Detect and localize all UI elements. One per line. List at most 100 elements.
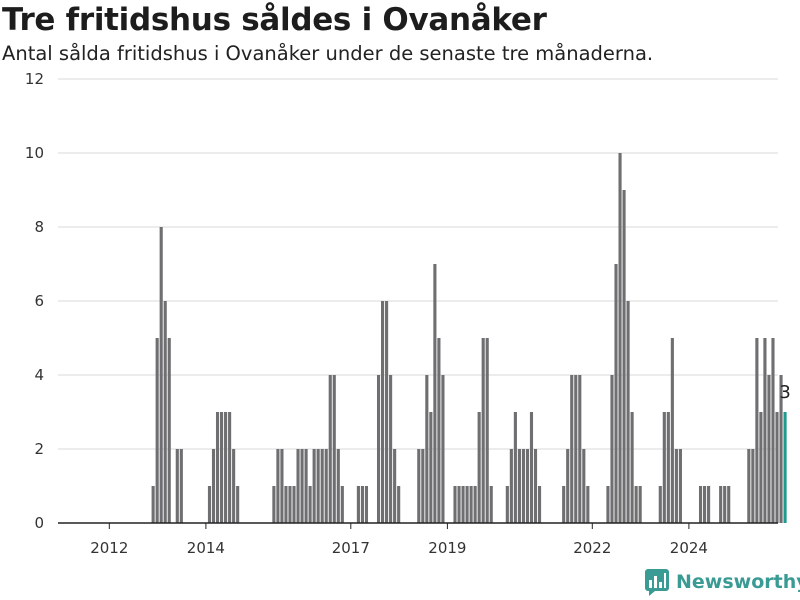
newsworthy-logo-icon: [645, 569, 669, 596]
bar: [159, 227, 163, 523]
bar: [360, 486, 364, 523]
bar: [719, 486, 723, 523]
bar: [296, 449, 300, 523]
bar: [723, 486, 727, 523]
bar: [485, 338, 489, 523]
bar: [304, 449, 308, 523]
bar: [606, 486, 610, 523]
bar: [433, 264, 437, 523]
bar: [429, 412, 433, 523]
bar: [272, 486, 276, 523]
bar: [634, 486, 638, 523]
bar: [521, 449, 525, 523]
bar: [207, 486, 212, 523]
x-tick-label: 2019: [428, 539, 466, 557]
bar: [747, 449, 751, 523]
x-tick-label: 2014: [187, 539, 225, 557]
bar: [477, 412, 481, 523]
bar: [610, 375, 614, 523]
bar: [666, 412, 670, 523]
x-axis-labels: 2012 2014 2017 2019 2022 2024: [90, 539, 708, 557]
bar: [232, 449, 236, 523]
bar: [469, 486, 473, 523]
bar: [397, 486, 401, 523]
bar: [574, 375, 578, 523]
bar: [328, 375, 332, 523]
bar: [441, 375, 445, 523]
bar: [425, 375, 429, 523]
bar: [276, 449, 280, 523]
bar: [336, 449, 340, 523]
bar: [465, 486, 469, 523]
chart-title: Tre fritidshus såldes i Ovanåker: [2, 2, 547, 38]
bar: [638, 486, 642, 523]
bar: [364, 486, 369, 523]
bar: [151, 486, 155, 523]
bar: [167, 338, 171, 523]
bar: [751, 449, 755, 523]
bar: [356, 486, 360, 523]
y-axis-labels: 0 2 4 6 8 10 12: [25, 70, 44, 532]
bar: [224, 412, 228, 523]
bar: [529, 412, 534, 523]
bar: [280, 449, 284, 523]
bar: [288, 486, 292, 523]
bar: [437, 338, 441, 523]
bar: [220, 412, 224, 523]
bar: [324, 449, 328, 523]
y-tick-label: 6: [34, 292, 44, 310]
brand-name: Newsworthy: [676, 571, 800, 593]
bar: [284, 486, 288, 523]
bar: [707, 486, 711, 523]
bar: [155, 338, 159, 523]
bar: [215, 412, 220, 523]
bar: [626, 301, 630, 523]
bar: [236, 486, 240, 523]
bar: [163, 301, 167, 523]
bar: [457, 486, 461, 523]
bar: [670, 338, 674, 523]
annotations: 3: [779, 382, 790, 403]
bar: [211, 449, 216, 523]
bar: [385, 301, 389, 523]
bar: [513, 412, 517, 523]
bar: [703, 486, 707, 523]
bar: [562, 486, 566, 523]
bar: [614, 264, 618, 523]
bar: [340, 486, 344, 523]
bar: [662, 412, 666, 523]
bar: [658, 486, 662, 523]
x-axis: [58, 522, 778, 529]
bar: [678, 449, 682, 523]
bar: [308, 486, 312, 523]
bar: [586, 486, 590, 523]
bar: [755, 338, 759, 523]
bar: [578, 375, 582, 523]
bar: [727, 486, 731, 523]
y-tick-label: 2: [34, 440, 44, 458]
bar: [417, 449, 421, 523]
bar: [674, 449, 678, 523]
bar: [771, 338, 775, 523]
bar: [767, 375, 771, 523]
bar: [481, 338, 485, 523]
bar: [566, 449, 570, 523]
bar: [453, 486, 457, 523]
bar: [389, 375, 393, 523]
bar: [582, 449, 586, 523]
bar: [759, 412, 763, 523]
bar: [622, 190, 626, 523]
x-tick-label: 2024: [670, 539, 708, 557]
x-tick-label: 2022: [573, 539, 611, 557]
bar: [517, 449, 521, 523]
bars: [151, 153, 787, 523]
bar: [489, 486, 493, 523]
bar: [775, 412, 779, 523]
y-tick-label: 10: [25, 144, 44, 162]
x-tick-label: 2012: [90, 539, 128, 557]
bar: [763, 338, 767, 523]
y-tick-label: 4: [34, 366, 44, 384]
bar: [618, 153, 622, 523]
y-tick-label: 8: [34, 218, 44, 236]
